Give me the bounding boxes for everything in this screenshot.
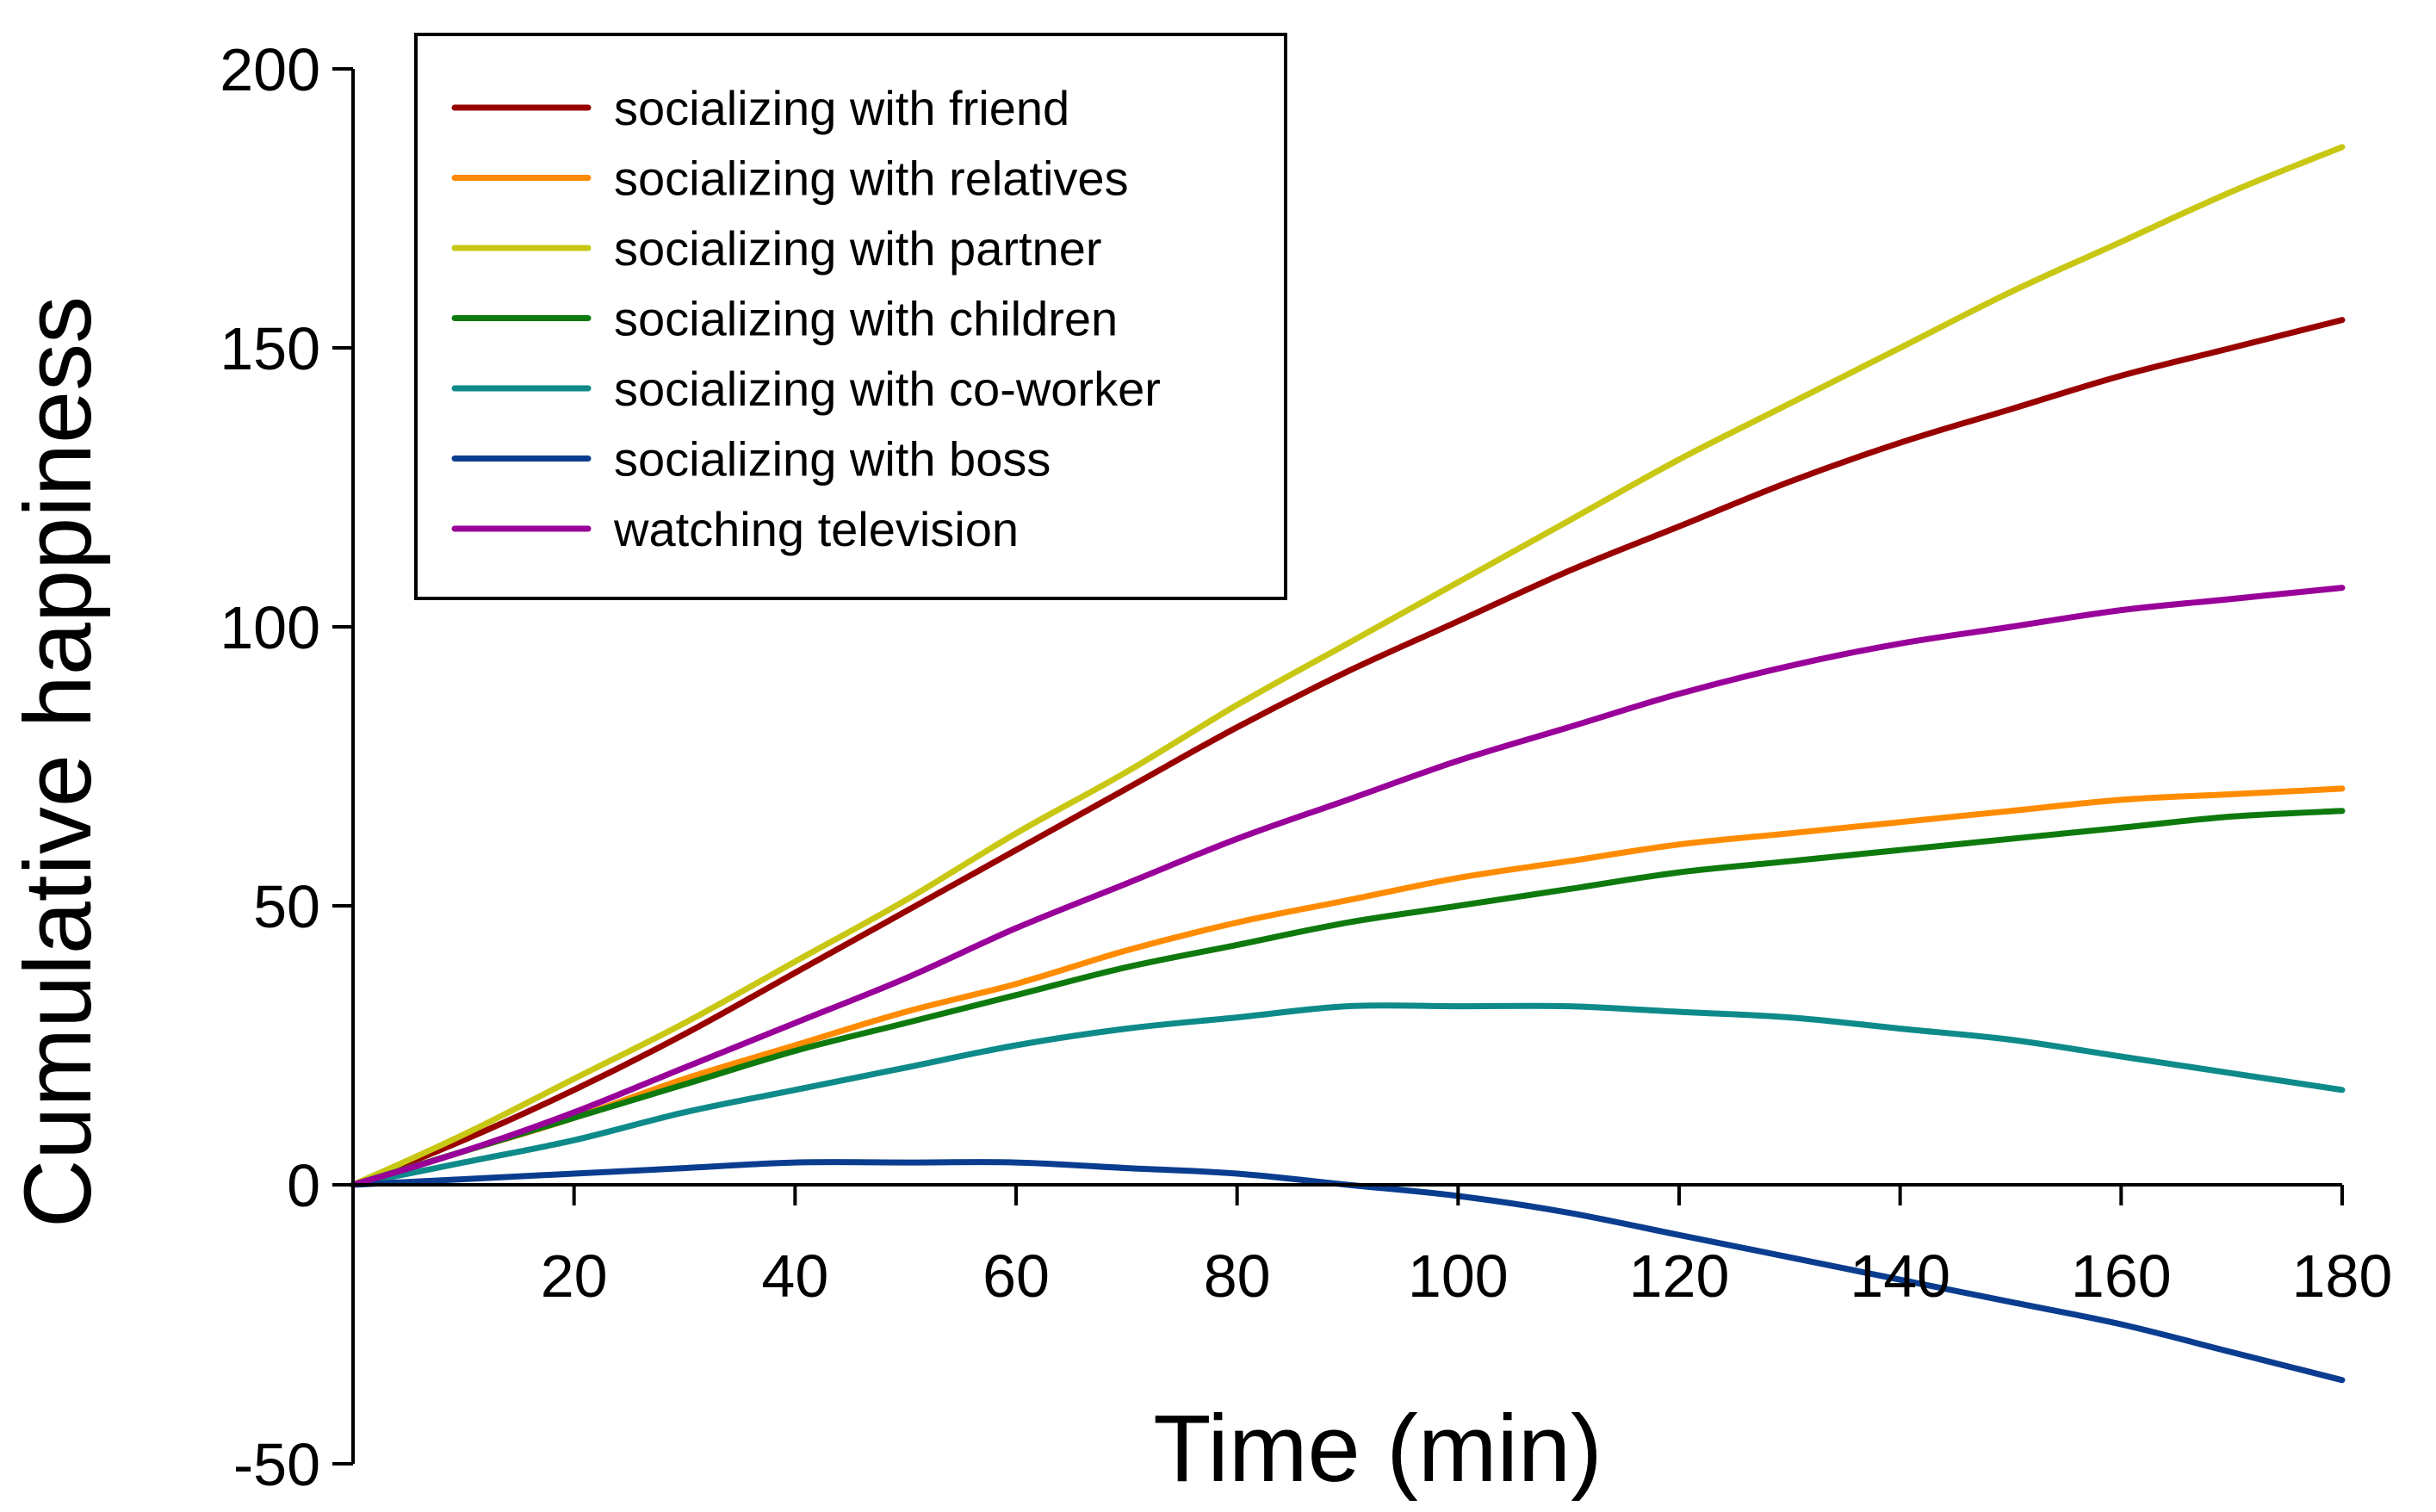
axes: -50 0 50 100 150 200 20 40 60 80 100 120 140 160 180 [220, 36, 2392, 1498]
series-line-socializing-with-boss [350, 1159, 2346, 1384]
series-line-watching-television [350, 585, 2346, 1188]
series-line-socializing-with-friend [350, 317, 2346, 1188]
legend: socializing with friend socializing with … [414, 33, 1287, 600]
x-tick-label: 100 [1408, 1242, 1509, 1310]
y-tick-label: 150 [220, 315, 320, 382]
series-line-socializing-with-children [350, 808, 2346, 1188]
x-tick-label: 140 [1850, 1242, 1950, 1310]
x-tick-label: 80 [1204, 1242, 1271, 1310]
x-axis-title: Time (min) [1153, 1396, 1602, 1502]
legend-label-socializing-with-boss: socializing with boss [614, 432, 1051, 486]
y-tick-label: -50 [233, 1431, 320, 1498]
y-axis-title: Cumulative happiness [5, 296, 111, 1228]
legend-label-socializing-with-children: socializing with children [614, 292, 1118, 346]
series-line-socializing-with-co-worker [350, 1002, 2346, 1188]
legend-label-socializing-with-partner: socializing with partner [614, 221, 1101, 276]
y-tick-label: 0 [287, 1152, 320, 1219]
series-line-socializing-with-partner [350, 144, 2346, 1188]
series-line-socializing-with-relatives [350, 785, 2346, 1188]
x-tick-label: 160 [2071, 1242, 2172, 1310]
legend-label-socializing-with-co-worker: socializing with co-worker [614, 362, 1161, 416]
legend-label-socializing-with-friend: socializing with friend [614, 81, 1069, 135]
legend-label-socializing-with-relatives: socializing with relatives [614, 152, 1129, 206]
x-tick-label: 40 [761, 1242, 828, 1310]
x-tick-label: 20 [541, 1242, 608, 1310]
y-tick-label: 200 [220, 36, 320, 103]
legend-label-watching-television: watching television [613, 502, 1019, 556]
x-tick-label: 120 [1629, 1242, 1730, 1310]
y-tick-label: 50 [253, 873, 320, 940]
y-tick-label: 100 [220, 594, 320, 661]
x-tick-label: 180 [2292, 1242, 2393, 1310]
x-tick-label: 60 [982, 1242, 1050, 1310]
